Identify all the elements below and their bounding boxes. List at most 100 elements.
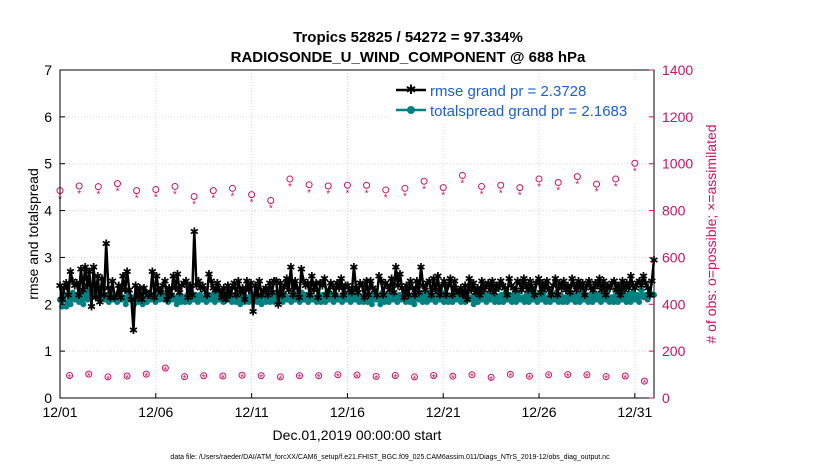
assimilated-obs-point: * (508, 372, 512, 383)
y-tick-label: 3 (44, 249, 52, 265)
rmse-point: ✱ (332, 278, 341, 290)
totalspread-point (192, 291, 199, 298)
totalspread-point (515, 289, 522, 296)
rmse-point: ✱ (366, 276, 375, 288)
rmse-point: ✱ (437, 281, 446, 293)
rmse-point: ✱ (186, 281, 195, 293)
possible-obs-point (94, 183, 102, 191)
rmse-point: ✱ (471, 288, 480, 300)
rmse-point: ✱ (419, 281, 428, 293)
possible-obs-point (593, 180, 601, 188)
rmse-point: ✱ (146, 290, 155, 302)
y2-tick-label: 400 (662, 296, 686, 312)
assimilated-obs-point: * (87, 372, 91, 383)
rmse-point: ✱ (521, 281, 530, 293)
rmse-point: ✱ (536, 288, 545, 300)
totalspread-point (572, 298, 579, 305)
rmse-point: ✱ (343, 281, 352, 293)
rmse-point: ✱ (582, 281, 591, 293)
assimilated-obs-point: * (547, 372, 551, 383)
rmse-point: ✱ (439, 276, 448, 288)
assimilated-obs-point: * (623, 373, 627, 384)
legend-rmse-label: rmse grand pr = 2.3728 (430, 83, 586, 100)
rmse-point: ✱ (135, 283, 144, 295)
y2-tick-label: 1200 (662, 109, 693, 125)
rmse-point: ✱ (601, 290, 610, 302)
rmse-point: ✱ (641, 278, 650, 290)
rmse-point: ✱ (230, 278, 239, 290)
rmse-point: ✱ (360, 292, 369, 304)
rmse-point: ✱ (353, 288, 362, 300)
assimilated-obs-point: * (422, 184, 426, 195)
rmse-point: ✱ (557, 283, 566, 295)
possible-obs-point (564, 371, 572, 379)
rmse-point: ✱ (387, 274, 396, 286)
assimilated-obs-point: * (604, 374, 608, 385)
rmse-point: ✱ (198, 281, 207, 293)
totalspread-point (570, 291, 577, 298)
rmse-point: ✱ (293, 283, 302, 295)
rmse-point: ✱ (486, 285, 495, 297)
possible-obs-point (573, 173, 581, 181)
y-tick-label: 4 (44, 203, 52, 219)
rmse-point: ✱ (610, 276, 619, 288)
totalspread-point (481, 291, 488, 298)
rmse-point: ✱ (400, 292, 409, 304)
rmse-point: ✱ (181, 276, 190, 288)
possible-obs-point (506, 370, 514, 378)
rmse-point: ✱ (85, 266, 94, 278)
totalspread-point (286, 294, 293, 301)
rmse-point: ✱ (179, 278, 188, 290)
assimilated-obs-point: * (642, 379, 646, 390)
rmse-point: ✱ (196, 283, 205, 295)
x-tick-label: 12/31 (617, 404, 652, 420)
totalspread-point (177, 298, 184, 305)
rmse-point: ✱ (129, 325, 138, 337)
assimilated-obs-point: * (116, 187, 120, 198)
rmse-point: ✱ (257, 290, 266, 302)
rmse-point: ✱ (379, 290, 388, 302)
rmse-point: ✱ (347, 288, 356, 300)
rmse-point: ✱ (311, 278, 320, 290)
possible-obs-point (545, 371, 553, 379)
rmse-point: ✱ (410, 290, 419, 302)
possible-obs-point (133, 187, 141, 195)
possible-obs-point (161, 364, 169, 372)
assimilated-obs-point: * (460, 178, 464, 189)
rmse-point: ✱ (60, 283, 69, 295)
rmse-point: ✱ (192, 281, 201, 293)
rmse-point: ✱ (305, 290, 314, 302)
rmse-point: ✱ (442, 290, 451, 302)
rmse-point: ✱ (106, 292, 115, 304)
rmse-point: ✱ (421, 285, 430, 297)
rmse-point: ✱ (202, 290, 211, 302)
assimilated-obs-point: * (173, 189, 177, 200)
possible-obs-point (372, 372, 380, 380)
rmse-point: ✱ (408, 283, 417, 295)
rmse-point: ✱ (526, 276, 535, 288)
rmse-point: ✱ (381, 278, 390, 290)
possible-obs-point (449, 372, 457, 380)
x-tick-label: 12/26 (522, 404, 557, 420)
rmse-point: ✱ (523, 285, 532, 297)
rmse-point: ✱ (385, 285, 394, 297)
rmse-point: ✱ (95, 297, 104, 309)
totalspread-point (559, 298, 566, 305)
totalspread-point (381, 298, 388, 305)
possible-obs-point (181, 373, 189, 381)
assimilated-obs-point: * (250, 198, 254, 209)
rmse-point: ✱ (127, 295, 136, 307)
rmse-point: ✱ (238, 283, 247, 295)
possible-obs-point (631, 159, 639, 167)
totalspread-point (561, 294, 568, 301)
possible-obs-point (535, 175, 543, 183)
possible-obs-point (276, 373, 284, 381)
rmse-point: ✱ (553, 290, 562, 302)
rmse-point: ✱ (301, 281, 310, 293)
rmse-point: ✱ (505, 274, 514, 286)
assimilated-obs-point: * (413, 374, 417, 385)
assimilated-obs-point: * (633, 166, 637, 177)
rmse-point: ✱ (248, 306, 257, 318)
assimilated-obs-point: * (154, 193, 158, 204)
y-tick-label: 6 (44, 109, 52, 125)
